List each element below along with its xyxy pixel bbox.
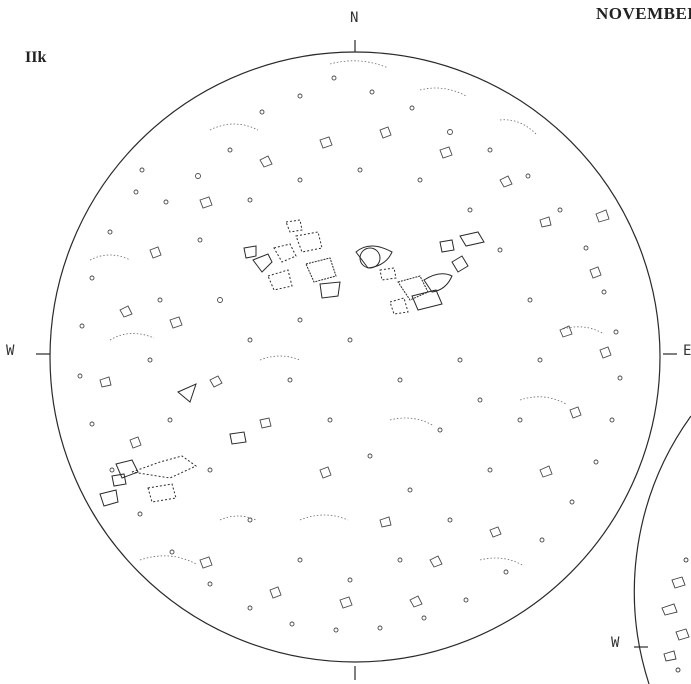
panel-label: IIk <box>25 49 47 66</box>
main-disk-outline <box>49 51 661 663</box>
compass-west-label: W <box>6 343 15 359</box>
page-header-title: NOVEMBER 1 <box>596 4 691 23</box>
secondary-disk-features <box>661 557 690 673</box>
secondary-compass-west-label: W <box>611 635 620 651</box>
scattered-features <box>77 75 623 633</box>
active-region-lower-left <box>99 383 247 507</box>
active-region-center-right <box>355 231 485 315</box>
secondary-disk-outline <box>633 415 691 684</box>
compass-north-label: N <box>350 10 359 26</box>
compass-east-label: E <box>683 343 691 359</box>
active-region-upper-center <box>243 219 341 299</box>
dashed-filaments <box>89 60 605 567</box>
